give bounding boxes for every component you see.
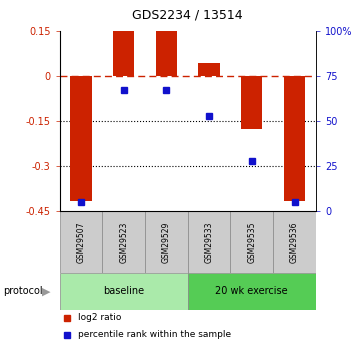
Bar (273, 211, 316, 273)
Bar (60, 211, 102, 273)
Text: GSM29536: GSM29536 (290, 221, 299, 263)
Text: GSM29535: GSM29535 (247, 221, 256, 263)
Bar (230, 211, 273, 273)
Text: GSM29507: GSM29507 (77, 221, 86, 263)
Text: log2 ratio: log2 ratio (78, 314, 121, 323)
Text: protocol: protocol (4, 286, 43, 296)
Text: GSM29523: GSM29523 (119, 221, 128, 263)
Bar (60, 273, 188, 309)
Bar (199, 62, 220, 76)
Text: GSM29533: GSM29533 (205, 221, 214, 263)
Bar (284, 76, 305, 200)
Bar (113, 31, 134, 76)
Text: baseline: baseline (103, 286, 144, 296)
Bar (145, 211, 188, 273)
Bar (156, 31, 177, 76)
Bar (241, 76, 262, 129)
Bar (188, 211, 230, 273)
Text: GSM29529: GSM29529 (162, 221, 171, 263)
Bar (188, 273, 316, 309)
Text: percentile rank within the sample: percentile rank within the sample (78, 330, 231, 339)
Text: GDS2234 / 13514: GDS2234 / 13514 (132, 9, 243, 22)
Text: 20 wk exercise: 20 wk exercise (216, 286, 288, 296)
Bar (102, 211, 145, 273)
Text: ▶: ▶ (42, 286, 50, 296)
Bar (70, 76, 92, 200)
